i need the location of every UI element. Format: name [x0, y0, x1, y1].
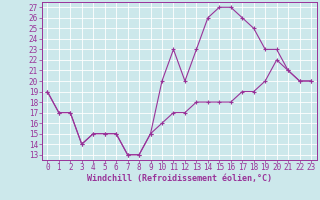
X-axis label: Windchill (Refroidissement éolien,°C): Windchill (Refroidissement éolien,°C) [87, 174, 272, 183]
